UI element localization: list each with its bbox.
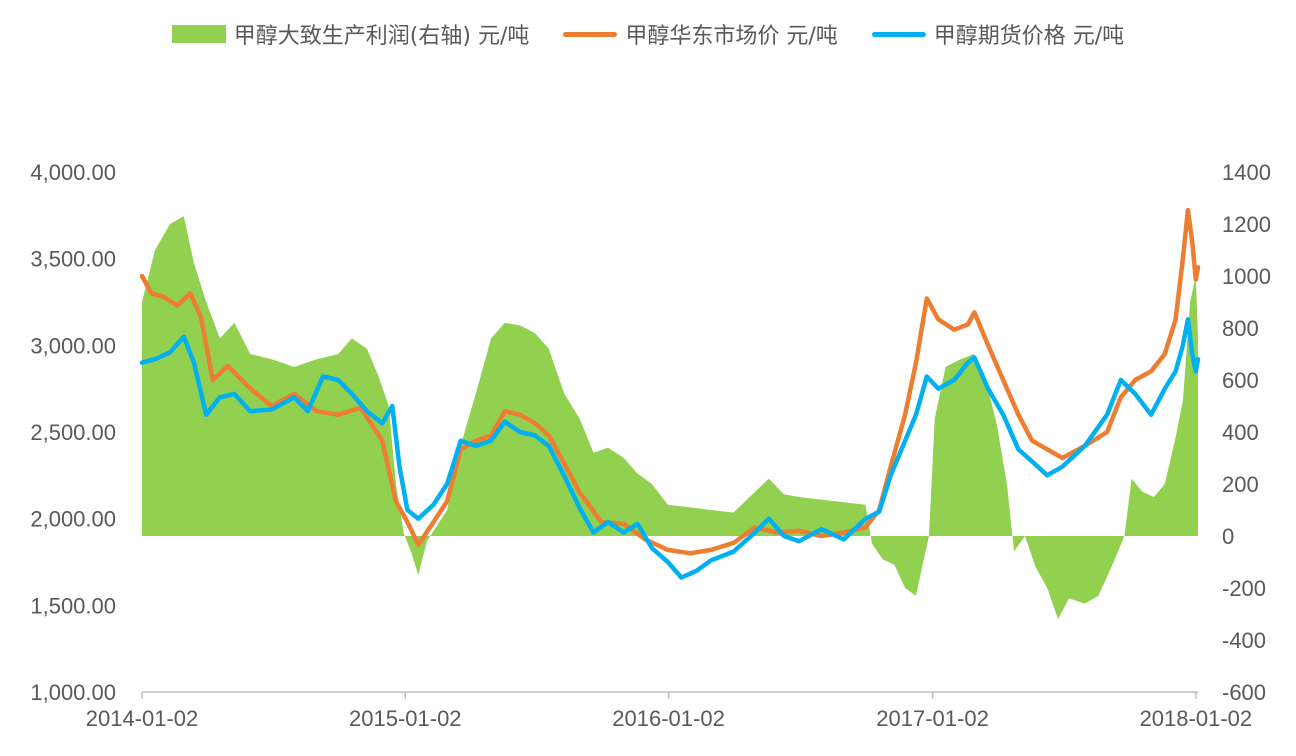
legend-label-profit: 甲醇大致生产利润(右轴) 元/吨 [233, 24, 530, 49]
x-tick-label: 2017-01-02 [876, 706, 989, 731]
x-tick-label: 2014-01-02 [86, 706, 199, 731]
legend: 甲醇大致生产利润(右轴) 元/吨 甲醇华东市场价 元/吨 甲醇期货价格 元/吨 [0, 14, 1296, 54]
x-tick-label: 2018-01-02 [1140, 706, 1253, 731]
y-right-tick-label: 0 [1222, 524, 1234, 549]
y-right-tick-label: 600 [1222, 368, 1259, 393]
y-right-tick-label: 1200 [1222, 212, 1271, 237]
legend-label-spot-price: 甲醇华东市场价 元/吨 [625, 24, 838, 49]
y-left-tick-label: 3,000.00 [30, 333, 116, 358]
y-right-tick-label: 800 [1222, 316, 1259, 341]
y-left-tick-label: 4,000.00 [30, 160, 116, 185]
legend-swatch-spot-price [563, 31, 618, 37]
x-tick-label: 2016-01-02 [612, 706, 725, 731]
y-right-tick-label: -400 [1222, 628, 1266, 653]
y-right-tick-label: 1400 [1222, 160, 1271, 185]
legend-item-profit: 甲醇大致生产利润(右轴) 元/吨 [171, 18, 530, 50]
x-tick-label: 2015-01-02 [349, 706, 462, 731]
legend-swatch-futures-price [871, 31, 926, 37]
y-right-tick-label: -600 [1222, 680, 1266, 705]
legend-swatch-profit [171, 25, 226, 43]
series-line-futures-price [139, 317, 1201, 580]
legend-item-spot-price: 甲醇华东市场价 元/吨 [563, 18, 838, 50]
y-right-tick-label: 400 [1222, 420, 1259, 445]
y-left-tick-label: 1,500.00 [30, 593, 116, 618]
series-area-profit [142, 216, 1198, 620]
y-left-tick-label: 3,500.00 [30, 247, 116, 272]
y-right-tick-label: 1000 [1222, 264, 1271, 289]
y-left-tick-label: 2,500.00 [30, 420, 116, 445]
y-left-tick-label: 2,000.00 [30, 507, 116, 532]
y-right-tick-label: 200 [1222, 472, 1259, 497]
legend-item-futures-price: 甲醇期货价格 元/吨 [871, 18, 1125, 50]
y-right-tick-label: -200 [1222, 576, 1266, 601]
legend-label-futures-price: 甲醇期货价格 元/吨 [933, 24, 1125, 49]
y-left-tick-label: 1,000.00 [30, 680, 116, 705]
